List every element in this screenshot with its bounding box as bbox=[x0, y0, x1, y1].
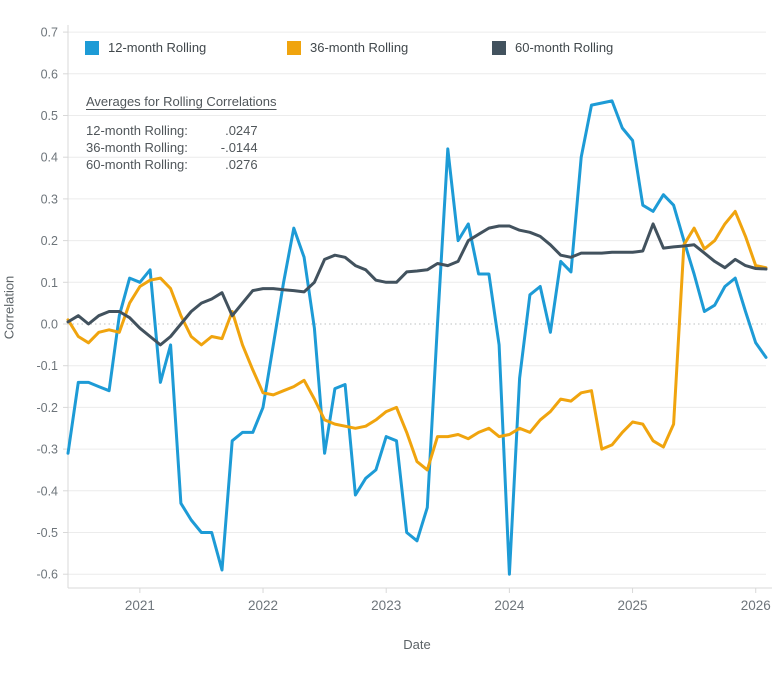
x-axis-title: Date bbox=[403, 637, 431, 652]
legend-label-60-month: 60-month Rolling bbox=[515, 40, 614, 55]
y-tick-label: -0.1 bbox=[36, 359, 58, 373]
y-tick-label: -0.5 bbox=[36, 526, 58, 540]
series-line-60-month-rolling[interactable] bbox=[66, 222, 768, 347]
annotation-value: .0276 bbox=[225, 157, 258, 172]
y-tick-label: 0.7 bbox=[41, 26, 58, 40]
y-tick-label: 0.0 bbox=[41, 318, 58, 332]
annotation-value: -.0144 bbox=[220, 140, 258, 155]
legend-swatch-12-month bbox=[85, 40, 99, 55]
y-tick-label: 0.1 bbox=[41, 276, 58, 290]
x-tick-label: 2022 bbox=[248, 598, 278, 613]
y-tick-label: -0.6 bbox=[36, 568, 58, 582]
legend-item-60-month[interactable]: 60-month Rolling bbox=[492, 40, 613, 55]
x-tick-label: 2026 bbox=[741, 598, 771, 613]
legend-item-12-month[interactable]: 12-month Rolling bbox=[85, 40, 206, 55]
x-tick-label: 2025 bbox=[618, 598, 648, 613]
annotation-label: 36-month Rolling: bbox=[86, 140, 188, 155]
y-tick-label: 0.6 bbox=[41, 67, 58, 81]
legend-label-12-month: 12-month Rolling bbox=[108, 40, 207, 55]
legend-swatch-36-month bbox=[287, 40, 301, 55]
annotation-line-36-month: 36-month Rolling: -.0144 bbox=[86, 139, 277, 156]
legend-label-36-month: 36-month Rolling bbox=[310, 40, 409, 55]
annotation-label: 12-month Rolling: bbox=[86, 123, 188, 138]
annotation-value: .0247 bbox=[225, 123, 258, 138]
x-tick-label: 2023 bbox=[371, 598, 401, 613]
y-tick-label: -0.4 bbox=[36, 484, 58, 498]
series-line-36-month-rolling[interactable] bbox=[66, 209, 768, 472]
y-tick-label: -0.2 bbox=[36, 401, 58, 415]
y-tick-label: 0.4 bbox=[41, 151, 58, 165]
legend-swatch-60-month bbox=[492, 40, 506, 55]
averages-annotation: Averages for Rolling Correlations 12-mon… bbox=[86, 94, 277, 173]
annotation-title: Averages for Rolling Correlations bbox=[86, 94, 277, 109]
annotation-line-60-month: 60-month Rolling: .0276 bbox=[86, 156, 277, 173]
legend-item-36-month[interactable]: 36-month Rolling bbox=[287, 40, 408, 55]
y-axis-title: Correlation bbox=[1, 275, 17, 340]
x-tick-label: 2021 bbox=[125, 598, 155, 613]
legend: 12-month Rolling 36-month Rolling 60-mon… bbox=[0, 40, 780, 56]
y-tick-label: 0.2 bbox=[41, 234, 58, 248]
series-line-12-month-rolling[interactable] bbox=[66, 99, 768, 576]
y-tick-label: 0.3 bbox=[41, 192, 58, 206]
y-tick-label: 0.5 bbox=[41, 109, 58, 123]
x-tick-label: 2024 bbox=[494, 598, 525, 613]
annotation-line-12-month: 12-month Rolling: .0247 bbox=[86, 122, 277, 139]
y-tick-label: -0.3 bbox=[36, 443, 58, 457]
annotation-label: 60-month Rolling: bbox=[86, 157, 188, 172]
